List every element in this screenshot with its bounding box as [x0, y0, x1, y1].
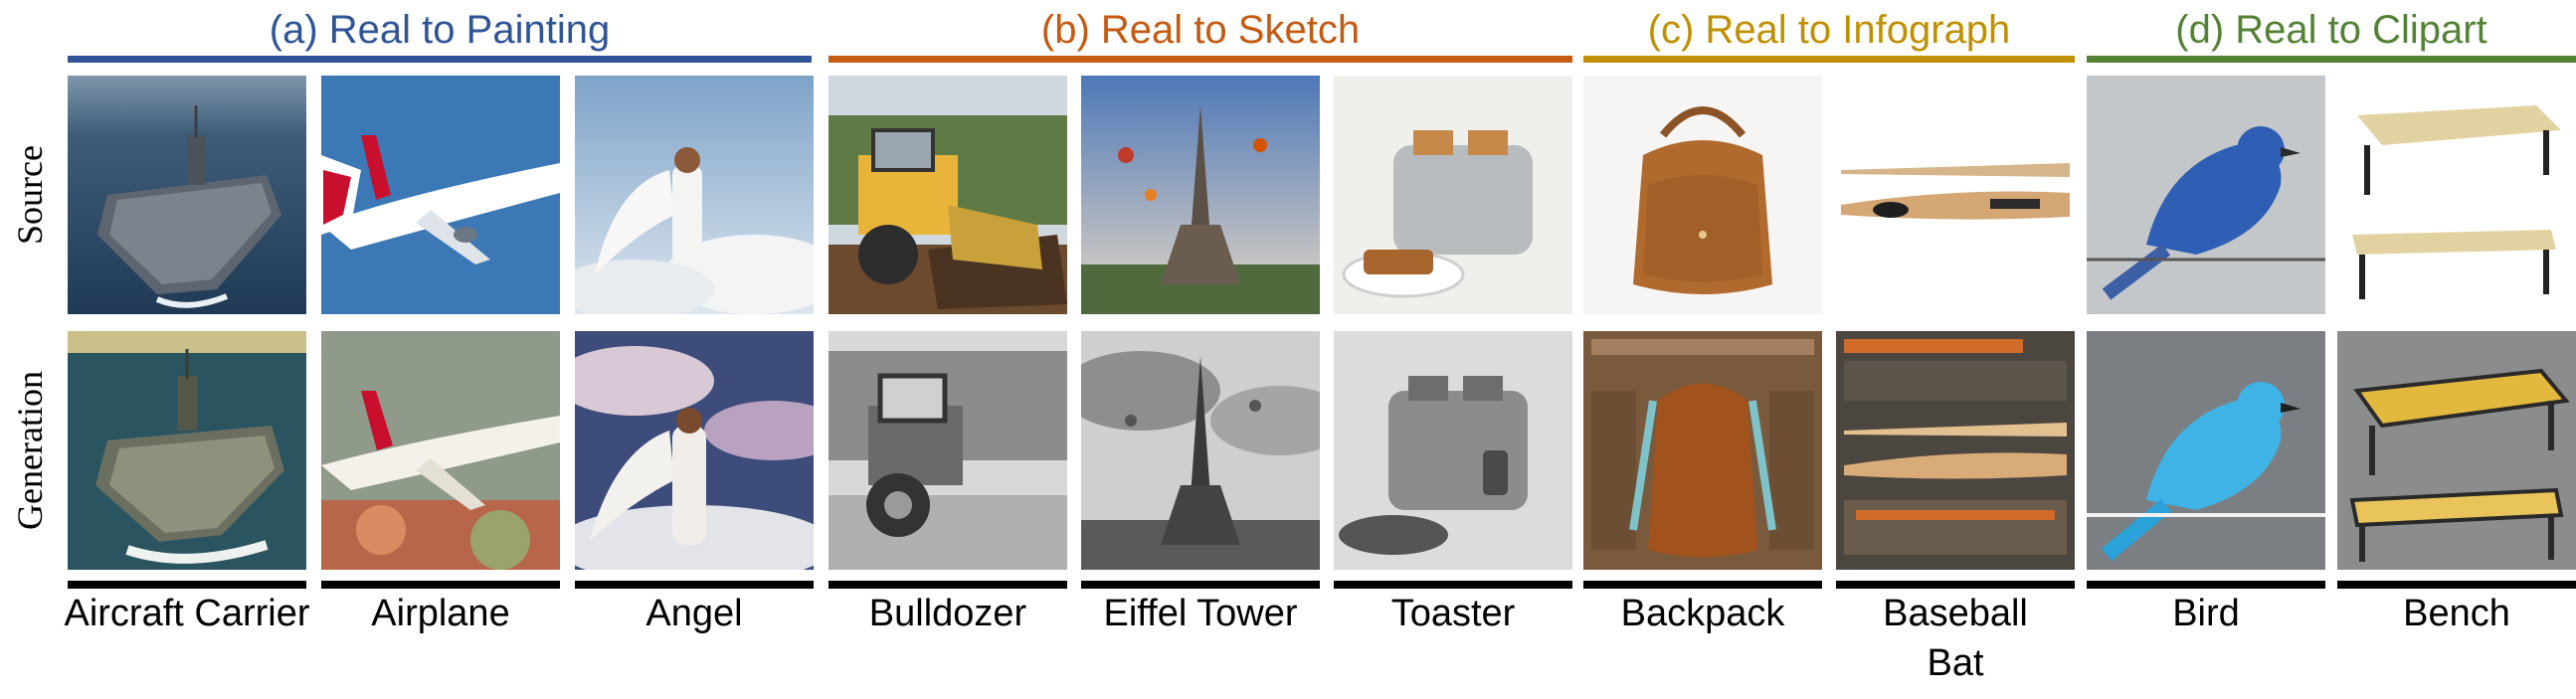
generated-image-eiffel-tower — [1081, 331, 1320, 570]
source-image-backpack — [1583, 76, 1822, 314]
class-label-toaster: Toaster — [1390, 593, 1516, 634]
group-rule-infograph — [1583, 56, 2075, 63]
source-image-bulldozer — [828, 76, 1067, 314]
group-title-infograph: (c) Real to Infograph — [1647, 7, 2011, 52]
group-rule-sketch — [828, 56, 1572, 63]
class-label-angel: Angel — [645, 593, 743, 634]
generated-image-toaster — [1334, 331, 1572, 570]
column-underline-bench — [2337, 581, 2576, 589]
generated-image-bulldozer — [828, 331, 1067, 570]
column-underline-aircraft-carrier — [68, 581, 306, 589]
column-underline-baseball-bat — [1836, 581, 2075, 589]
generated-image-aircraft-carrier — [68, 331, 306, 570]
column-underline-bird — [2087, 581, 2325, 589]
row-label-generation: Generation — [10, 371, 50, 530]
group-title-painting: (a) Real to Painting — [269, 7, 611, 52]
group-rule-painting — [68, 56, 812, 63]
class-label-baseball-bat: Baseball Bat — [1883, 593, 2028, 684]
generated-image-airplane — [321, 331, 560, 570]
column-underline-toaster — [1334, 581, 1572, 589]
generated-image-bird — [2087, 331, 2325, 570]
source-image-toaster — [1334, 76, 1572, 314]
class-label-aircraft-carrier: Aircraft Carrier — [64, 593, 310, 634]
generated-image-bench — [2337, 331, 2576, 570]
source-image-eiffel-tower — [1081, 76, 1320, 314]
column-underline-bulldozer — [828, 581, 1067, 589]
column-underline-backpack — [1583, 581, 1822, 589]
source-image-baseball-bat — [1836, 76, 2075, 314]
column-underline-angel — [575, 581, 814, 589]
class-label-bulldozer: Bulldozer — [868, 593, 1027, 634]
column-underline-eiffel-tower — [1081, 581, 1320, 589]
source-image-airplane — [321, 76, 560, 314]
group-title-clipart: (d) Real to Clipart — [2175, 7, 2487, 52]
source-image-aircraft-carrier — [68, 76, 306, 314]
class-label-bird: Bird — [2172, 593, 2240, 634]
generated-image-backpack — [1583, 331, 1822, 570]
row-label-source: Source — [10, 145, 50, 245]
source-image-bench — [2337, 76, 2576, 314]
group-rule-clipart — [2087, 56, 2576, 63]
class-label-eiffel-tower: Eiffel Tower — [1103, 593, 1298, 634]
class-label-bench: Bench — [2403, 593, 2510, 634]
group-title-sketch: (b) Real to Sketch — [1040, 7, 1361, 52]
column-underline-airplane — [321, 581, 560, 589]
source-image-bird — [2087, 76, 2325, 314]
generated-image-baseball-bat — [1836, 331, 2075, 570]
source-image-angel — [575, 76, 814, 314]
generated-image-angel — [575, 331, 814, 570]
class-label-backpack: Backpack — [1620, 593, 1785, 634]
class-label-airplane: Airplane — [371, 593, 510, 634]
